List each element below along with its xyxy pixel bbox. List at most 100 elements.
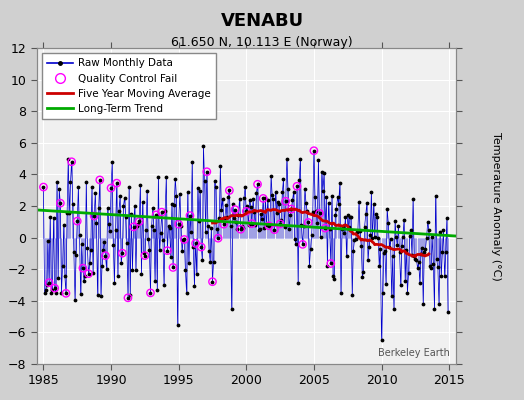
Point [423,219,432,225]
Point [420,249,429,256]
Point [394,223,402,230]
Point [250,209,258,215]
Point [139,250,148,256]
Point [418,245,426,251]
Point [50,285,59,291]
Point [228,201,237,207]
Point [185,212,194,219]
Point [220,221,228,227]
Point [295,177,303,184]
Point [53,179,61,186]
Point [391,218,399,225]
Point [152,212,160,218]
Point [379,250,388,256]
Point [365,244,373,250]
Point [153,287,161,293]
Point [284,186,292,192]
Point [56,200,64,206]
Point [42,282,51,288]
Point [307,246,315,252]
Point [263,222,271,228]
Point [47,290,56,296]
Point [369,201,378,207]
Point [74,184,83,190]
Point [98,263,106,270]
Text: VENABU: VENABU [221,12,303,30]
Point [270,226,279,233]
Point [100,238,108,245]
Point [182,290,191,296]
Point [290,235,299,242]
Point [259,195,267,202]
Point [233,226,242,232]
Point [300,223,308,230]
Point [402,246,410,253]
Point [165,223,173,229]
Point [133,223,141,229]
Point [210,259,218,265]
Point [179,237,188,244]
Point [117,260,125,266]
Point [138,199,147,205]
Point [272,209,281,216]
Point [279,176,288,182]
Point [407,226,415,233]
Point [361,224,369,230]
Point [382,281,390,287]
Point [293,183,301,190]
Point [39,184,48,190]
Point [349,247,357,254]
Point [90,213,99,219]
Point [207,225,215,231]
Point [67,178,75,185]
Point [124,295,132,301]
Point [129,224,138,230]
Point [242,208,250,214]
Point [226,223,235,229]
Point [79,265,87,271]
Point [205,248,213,255]
Point [333,194,342,200]
Point [310,148,318,154]
Point [48,286,57,293]
Point [385,244,394,250]
Point [277,216,286,223]
Point [322,194,331,200]
Point [122,214,130,220]
Point [158,209,166,215]
Point [313,220,321,227]
Point [83,245,92,251]
Point [432,256,441,262]
Point [276,221,285,227]
Point [45,280,53,286]
Point [65,209,73,216]
Point [174,221,183,227]
Point [79,265,87,271]
Point [267,173,275,179]
Point [387,292,396,299]
Point [366,232,375,238]
Point [332,206,341,212]
Point [170,202,178,208]
Point [374,235,383,241]
Point [54,274,62,281]
Point [145,247,154,254]
Point [373,214,381,220]
Point [128,267,137,274]
Point [409,196,417,202]
Point [90,213,99,219]
Point [236,226,245,232]
Point [337,290,345,296]
Point [136,181,145,188]
Point [52,290,60,296]
Point [195,218,203,224]
Point [345,224,353,231]
Point [357,243,365,250]
Point [203,168,211,175]
Point [227,306,236,312]
Point [113,180,121,186]
Point [185,212,194,219]
Point [211,178,219,184]
Point [144,236,152,242]
Point [444,309,452,316]
